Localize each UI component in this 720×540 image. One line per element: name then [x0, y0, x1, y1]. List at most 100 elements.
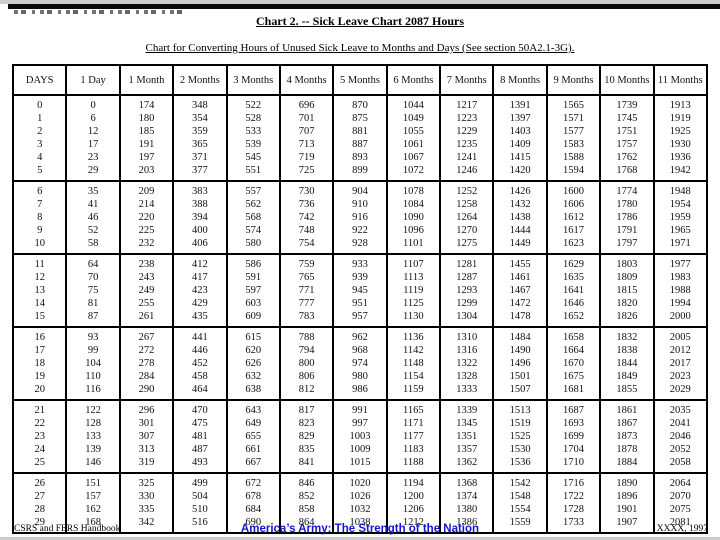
table-cell: 1977	[652, 254, 708, 271]
table-cell: 916	[332, 211, 388, 224]
table-cell: 1670	[545, 357, 602, 370]
column-header: DAYS	[11, 65, 68, 96]
table-cell: 1646	[545, 297, 602, 310]
table-cell: 528	[225, 112, 281, 125]
table-cell: 99	[65, 344, 121, 357]
table-cell: 1484	[492, 327, 548, 344]
table-cell: 1386	[438, 516, 495, 533]
table-cell: 1930	[652, 138, 708, 151]
table-cell: 835	[278, 443, 335, 456]
table-cell: 754	[278, 237, 335, 254]
table-cell: 1577	[545, 125, 602, 138]
column-header: 11 Months	[652, 65, 708, 96]
table-cell: 1849	[599, 370, 655, 383]
table-cell: 1235	[438, 138, 495, 151]
table-cell: 11	[11, 254, 68, 271]
table-cell: 162	[65, 503, 121, 516]
footer-army-motto: America’s Army: The Strength of the Nati…	[240, 523, 480, 535]
table-cell: 6	[11, 181, 68, 198]
table-cell: 319	[118, 456, 175, 473]
table-cell: 1165	[385, 400, 442, 417]
table-cell: 1420	[492, 164, 548, 181]
table-cell: 4	[11, 151, 68, 164]
table-cell: 1084	[385, 198, 442, 211]
table-cell: 1078	[385, 181, 442, 198]
table-cell: 1658	[545, 327, 602, 344]
table-cell: 1438	[492, 211, 548, 224]
table-cell: 1884	[599, 456, 655, 473]
table-cell: 1444	[492, 224, 548, 237]
table-cell: 64	[65, 254, 121, 271]
table-row: 0 0 174 348 522 696 870 1044 1217 1391 1565 1739 191…	[11, 95, 708, 112]
table-cell: 14	[11, 297, 68, 310]
table-cell: 1061	[385, 138, 442, 151]
table-cell: 655	[225, 430, 281, 443]
table-row: 20 116 290 464 638 812 986 1159 1333 1507 1681 1855…	[11, 383, 708, 400]
table-cell: 1751	[599, 125, 655, 138]
table-cell: 2	[11, 125, 68, 138]
table-cell: 887	[332, 138, 388, 151]
table-row: 18 104 278 452 626 800 974 1148 1322 1496 1670 1844…	[11, 357, 708, 370]
table-cell: 1623	[545, 237, 602, 254]
table-cell: 974	[332, 357, 388, 370]
table-cell: 1362	[438, 456, 495, 473]
table-cell: 5	[11, 164, 68, 181]
table-cell: 2035	[652, 400, 708, 417]
table-cell: 487	[172, 443, 228, 456]
table-cell: 1844	[599, 357, 655, 370]
table-cell: 1559	[492, 516, 548, 533]
table-cell: 557	[225, 181, 281, 198]
table-cell: 1148	[385, 357, 442, 370]
table-cell: 1994	[652, 297, 708, 310]
table-cell: 1067	[385, 151, 442, 164]
table-cell: 1959	[652, 211, 708, 224]
table-cell: 10	[11, 237, 68, 254]
table-cell: 2000	[652, 310, 708, 327]
table-cell: 1188	[385, 456, 442, 473]
table-cell: 678	[225, 490, 281, 503]
table-cell: 429	[172, 297, 228, 310]
table-row: 27 157 330 504 678 852 1026 1200 1374 1548 1722 189…	[11, 490, 708, 503]
table-cell: 841	[278, 456, 335, 473]
table-cell: 104	[65, 357, 121, 370]
table-cell: 1072	[385, 164, 442, 181]
table-cell: 1310	[438, 327, 495, 344]
table-cell: 325	[118, 473, 175, 490]
table-cell: 1548	[492, 490, 548, 503]
table-cell: 1212	[385, 516, 442, 533]
table-cell: 1716	[545, 473, 602, 490]
table-cell: 470	[172, 400, 228, 417]
table-cell: 1391	[492, 95, 548, 112]
table-cell: 110	[65, 370, 121, 383]
table-cell: 1501	[492, 370, 548, 383]
table-cell: 794	[278, 344, 335, 357]
table-cell: 1322	[438, 357, 495, 370]
row-group: 21 122 296 470 643 817 991 1165 1339 1513 1687 1861…	[11, 400, 708, 473]
table-cell: 1519	[492, 417, 548, 430]
table-cell: 139	[65, 443, 121, 456]
table-cell: 1252	[438, 181, 495, 198]
table-cell: 383	[172, 181, 228, 198]
table-cell: 81	[65, 297, 121, 310]
table-cell: 632	[225, 370, 281, 383]
table-cell: 1142	[385, 344, 442, 357]
table-cell: 1287	[438, 271, 495, 284]
table-row: 26 151 325 499 672 846 1020 1194 1368 1542 1716 189…	[11, 473, 708, 490]
column-header: 1 Month	[118, 65, 175, 96]
table-cell: 394	[172, 211, 228, 224]
table-header-row: DAYS 1 Day 1 Month 2 Months 3 Months 4 Months…	[11, 65, 708, 96]
table-cell: 70	[65, 271, 121, 284]
table-cell: 748	[278, 224, 335, 237]
footer-handbook-label: CSRS and FERS Handbook	[14, 524, 121, 534]
table-cell: 1020	[332, 473, 388, 490]
table-cell: 1815	[599, 284, 655, 297]
table-cell: 904	[332, 181, 388, 198]
table-cell: 19	[11, 370, 68, 383]
table-cell: 1571	[545, 112, 602, 125]
table-cell: 335	[118, 503, 175, 516]
column-header: 8 Months	[492, 65, 548, 96]
table-cell: 1722	[545, 490, 602, 503]
table-cell: 371	[172, 151, 228, 164]
table-cell: 812	[278, 383, 335, 400]
table-cell: 225	[118, 224, 175, 237]
